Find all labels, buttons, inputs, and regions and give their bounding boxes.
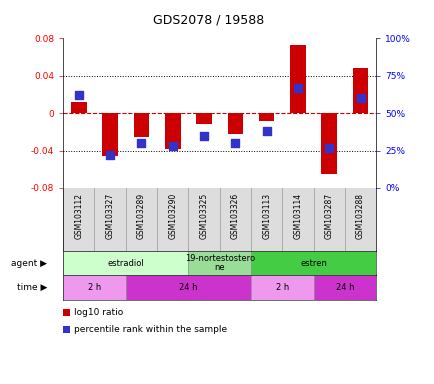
Text: GSM103289: GSM103289 <box>137 193 145 239</box>
Bar <box>289 45 305 113</box>
Point <box>169 143 176 149</box>
Point <box>106 152 113 158</box>
Bar <box>352 68 368 113</box>
Text: 2 h: 2 h <box>88 283 101 292</box>
Text: GSM103327: GSM103327 <box>105 193 114 239</box>
Point <box>325 144 332 151</box>
Text: 19-nortestostero
ne: 19-nortestostero ne <box>184 254 254 272</box>
Text: 24 h: 24 h <box>335 283 353 292</box>
Point <box>294 84 301 91</box>
Bar <box>321 113 336 174</box>
Bar <box>258 113 274 121</box>
Text: GSM103326: GSM103326 <box>230 193 239 239</box>
Point <box>75 92 82 98</box>
Text: GSM103112: GSM103112 <box>74 193 83 239</box>
Text: GSM103114: GSM103114 <box>293 193 302 239</box>
Text: GSM103113: GSM103113 <box>262 193 270 239</box>
Text: agent ▶: agent ▶ <box>11 258 47 268</box>
Text: percentile rank within the sample: percentile rank within the sample <box>74 324 227 334</box>
Bar <box>227 113 243 134</box>
Bar <box>196 113 211 124</box>
Point <box>356 95 363 101</box>
Text: GSM103325: GSM103325 <box>199 193 208 239</box>
Text: GSM103287: GSM103287 <box>324 193 333 239</box>
Text: time ▶: time ▶ <box>17 283 47 292</box>
Text: 24 h: 24 h <box>179 283 197 292</box>
Text: estradiol: estradiol <box>107 258 144 268</box>
Bar <box>250 275 313 300</box>
Point <box>231 140 238 146</box>
Bar <box>133 113 149 137</box>
Bar <box>188 251 250 275</box>
Text: GSM103288: GSM103288 <box>355 193 364 239</box>
Text: 2 h: 2 h <box>275 283 288 292</box>
Bar <box>164 113 180 149</box>
Bar <box>63 275 125 300</box>
Point <box>138 140 145 146</box>
Bar <box>125 275 250 300</box>
Text: log10 ratio: log10 ratio <box>74 308 123 317</box>
Point <box>200 132 207 139</box>
Text: estren: estren <box>299 258 326 268</box>
Point <box>263 128 270 134</box>
Bar <box>71 102 86 113</box>
Bar <box>313 275 375 300</box>
Text: GDS2078 / 19588: GDS2078 / 19588 <box>153 13 264 26</box>
Text: GSM103290: GSM103290 <box>168 193 177 239</box>
Bar <box>63 251 188 275</box>
Bar <box>102 113 118 156</box>
Bar <box>250 251 375 275</box>
